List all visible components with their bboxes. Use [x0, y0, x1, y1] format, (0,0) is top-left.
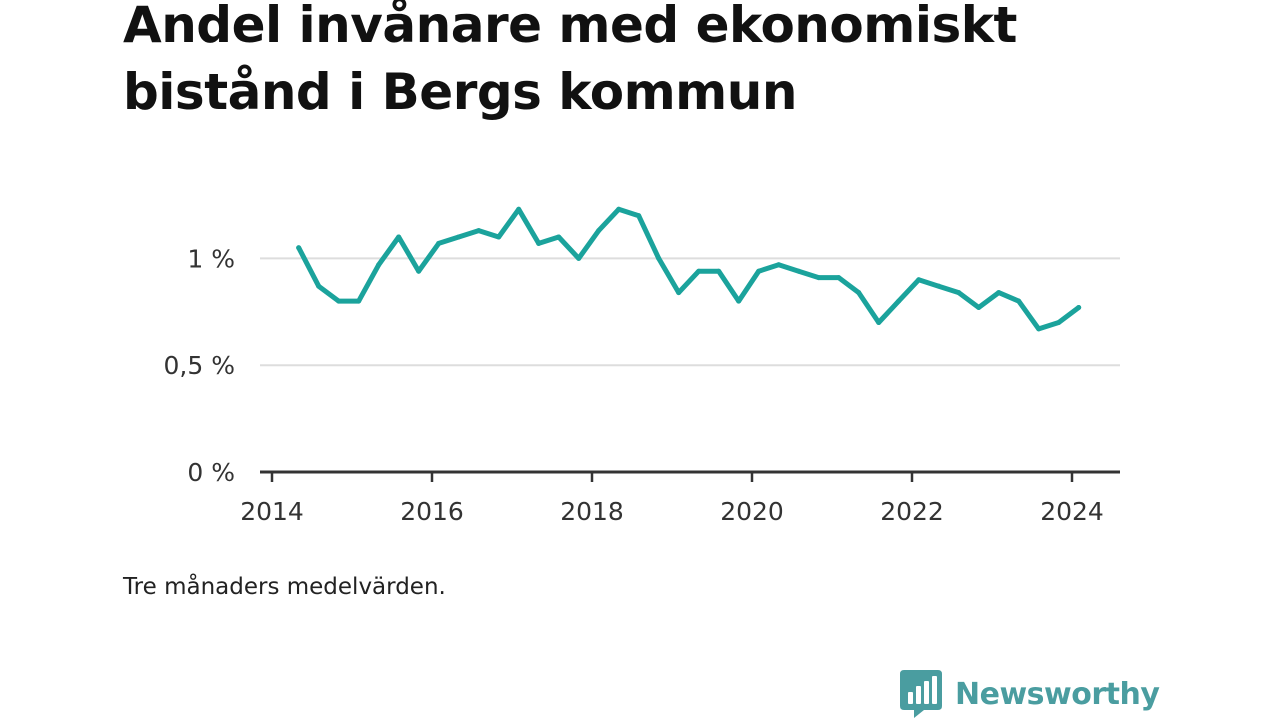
- data-point-2023-11: [1056, 319, 1062, 325]
- y-tick-label: 0,5 %: [164, 351, 235, 380]
- data-point-2017-08: [556, 234, 562, 240]
- data-point-2016-11: [496, 234, 502, 240]
- series-line: [296, 206, 1082, 332]
- x-axis-ticks: 2014 2016 2018 2020 2022 2024: [240, 472, 1104, 526]
- brand-logo: Newsworthy: [900, 668, 1160, 720]
- data-point-2020-02: [756, 268, 762, 274]
- data-point-2018-08: [636, 213, 642, 219]
- data-point-2015-02: [356, 298, 362, 304]
- data-point-2015-05: [376, 262, 382, 268]
- y-tick-label: 0 %: [187, 458, 235, 487]
- data-point-2016-05: [456, 234, 462, 240]
- data-point-2020-05: [776, 262, 782, 268]
- data-point-2022-02: [916, 277, 922, 283]
- data-point-2018-05: [616, 206, 622, 212]
- data-point-2017-11: [576, 255, 582, 261]
- data-point-2014-08: [316, 283, 322, 289]
- data-point-2021-08: [876, 319, 882, 325]
- data-points: [296, 206, 1082, 332]
- data-point-2016-02: [436, 240, 442, 246]
- line-chart: 0 % 0,5 % 1 % 2014 2016 2018 2020 2022 2024: [164, 206, 1120, 526]
- data-point-2014-05: [296, 245, 302, 251]
- data-point-2022-08: [956, 290, 962, 296]
- chart-title: Andel invånare med ekonomiskt bistånd i …: [123, 0, 1017, 121]
- data-point-2023-08: [1036, 326, 1042, 332]
- data-point-2024-02: [1076, 305, 1082, 311]
- data-point-2018-02: [596, 228, 602, 234]
- brand-name: Newsworthy: [955, 676, 1160, 712]
- data-point-2015-11: [416, 268, 422, 274]
- data-point-2019-08: [716, 268, 722, 274]
- data-point-2021-05: [856, 290, 862, 296]
- data-point-2020-08: [796, 268, 802, 274]
- data-point-2017-05: [536, 240, 542, 246]
- data-point-2020-11: [816, 275, 822, 281]
- data-point-2015-08: [396, 234, 402, 240]
- data-point-2019-05: [696, 268, 702, 274]
- data-point-2023-02: [996, 290, 1002, 296]
- y-tick-label: 1 %: [187, 244, 235, 273]
- data-point-2019-11: [736, 298, 742, 304]
- data-point-2022-11: [976, 305, 982, 311]
- x-tick-label: 2018: [560, 497, 624, 526]
- data-point-2022-05: [936, 283, 942, 289]
- gridlines: [260, 257, 1120, 367]
- x-tick-label: 2022: [880, 497, 944, 526]
- chart-note: Tre månaders medelvärden.: [123, 574, 446, 600]
- data-point-2019-02: [676, 290, 682, 296]
- x-tick-label: 2014: [240, 497, 304, 526]
- data-point-2023-05: [1016, 298, 1022, 304]
- x-tick-label: 2020: [720, 497, 784, 526]
- data-point-2018-11: [656, 255, 662, 261]
- y-axis-ticks: 0 % 0,5 % 1 %: [164, 244, 235, 487]
- x-tick-label: 2016: [400, 497, 464, 526]
- data-point-2017-02: [516, 206, 522, 212]
- data-point-2016-08: [476, 228, 482, 234]
- data-point-2014-11: [336, 298, 342, 304]
- data-point-2021-11: [896, 298, 902, 304]
- data-point-2021-02: [836, 275, 842, 281]
- bar-chart-speech-bubble-icon: [900, 670, 942, 718]
- x-tick-label: 2024: [1040, 497, 1104, 526]
